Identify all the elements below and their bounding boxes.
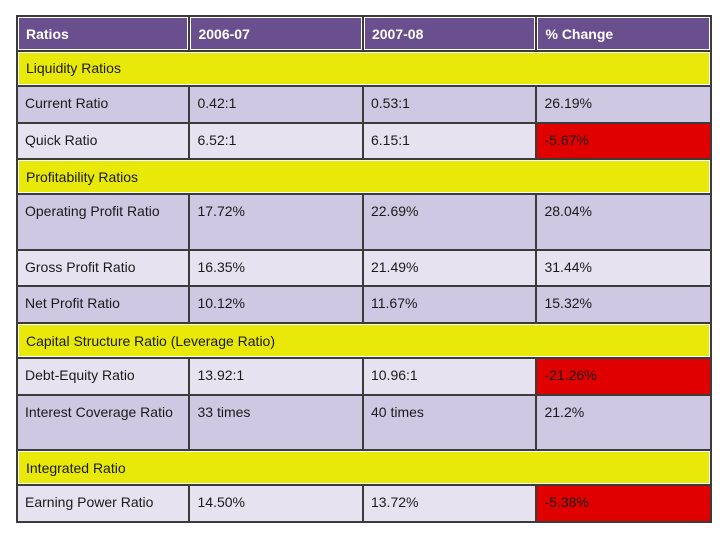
ratio-name: Gross Profit Ratio — [18, 250, 189, 286]
percent-change: 31.44% — [537, 250, 710, 286]
value-2006-07: 16.35% — [190, 250, 362, 286]
percent-change: 28.04% — [537, 195, 710, 249]
table-row: Operating Profit Ratio 17.72% 22.69% 28.… — [18, 195, 710, 249]
section-title: Profitability Ratios — [18, 160, 710, 194]
percent-change-negative: -5.67% — [537, 123, 710, 159]
table-row: Quick Ratio 6.52:1 6.15:1 -5.67% — [18, 123, 710, 159]
table-row: Gross Profit Ratio 16.35% 21.49% 31.44% — [18, 250, 710, 286]
section-title: Liquidity Ratios — [18, 52, 710, 85]
value-2006-07: 6.52:1 — [190, 123, 362, 159]
table-row: Net Profit Ratio 10.12% 11.67% 15.32% — [18, 287, 710, 323]
value-2006-07: 0.42:1 — [190, 86, 362, 122]
ratio-table: Ratios 2006-07 2007-08 % Change Liquidit… — [16, 15, 712, 523]
table-row: Current Ratio 0.42:1 0.53:1 26.19% — [18, 86, 710, 122]
percent-change-negative: -5.38% — [537, 486, 710, 521]
section-title: Integrated Ratio — [18, 451, 710, 484]
value-2007-08: 0.53:1 — [363, 86, 536, 122]
table-row: Debt-Equity Ratio 13.92:1 10.96:1 -21.26… — [18, 359, 710, 394]
value-2007-08: 40 times — [363, 395, 536, 450]
section-title: Capital Structure Ratio (Leverage Ratio) — [18, 324, 710, 358]
value-2007-08: 11.67% — [363, 287, 536, 323]
ratio-name: Interest Coverage Ratio — [18, 395, 189, 450]
value-2007-08: 6.15:1 — [363, 123, 536, 159]
percent-change: 21.2% — [537, 395, 710, 450]
percent-change: 15.32% — [537, 287, 710, 323]
ratio-name: Current Ratio — [18, 86, 189, 122]
header-ratios: Ratios — [18, 17, 189, 50]
section-row-profitability: Profitability Ratios — [18, 160, 710, 194]
ratio-name: Earning Power Ratio — [18, 486, 189, 521]
table-row: Interest Coverage Ratio 33 times 40 time… — [18, 395, 710, 450]
ratio-name: Debt-Equity Ratio — [18, 359, 189, 394]
ratio-name: Operating Profit Ratio — [18, 195, 189, 249]
value-2006-07: 17.72% — [190, 195, 362, 249]
ratio-name: Net Profit Ratio — [18, 287, 189, 323]
table-row: Earning Power Ratio 14.50% 13.72% -5.38% — [18, 486, 710, 521]
value-2006-07: 13.92:1 — [190, 359, 362, 394]
ratio-table-frame: Ratios 2006-07 2007-08 % Change Liquidit… — [16, 15, 712, 523]
ratio-name: Quick Ratio — [18, 123, 189, 159]
value-2007-08: 22.69% — [363, 195, 536, 249]
header-2007-08: 2007-08 — [363, 17, 536, 50]
section-row-integrated: Integrated Ratio — [18, 451, 710, 484]
value-2006-07: 33 times — [190, 395, 362, 450]
value-2006-07: 14.50% — [190, 486, 362, 521]
value-2006-07: 10.12% — [190, 287, 362, 323]
value-2007-08: 13.72% — [363, 486, 536, 521]
value-2007-08: 21.49% — [363, 250, 536, 286]
percent-change: 26.19% — [537, 86, 710, 122]
percent-change-negative: -21.26% — [537, 359, 710, 394]
table-header-row: Ratios 2006-07 2007-08 % Change — [18, 17, 710, 50]
section-row-capital-structure: Capital Structure Ratio (Leverage Ratio) — [18, 324, 710, 358]
value-2007-08: 10.96:1 — [363, 359, 536, 394]
header-2006-07: 2006-07 — [190, 17, 362, 50]
header-percent-change: % Change — [537, 17, 710, 50]
section-row-liquidity: Liquidity Ratios — [18, 52, 710, 85]
